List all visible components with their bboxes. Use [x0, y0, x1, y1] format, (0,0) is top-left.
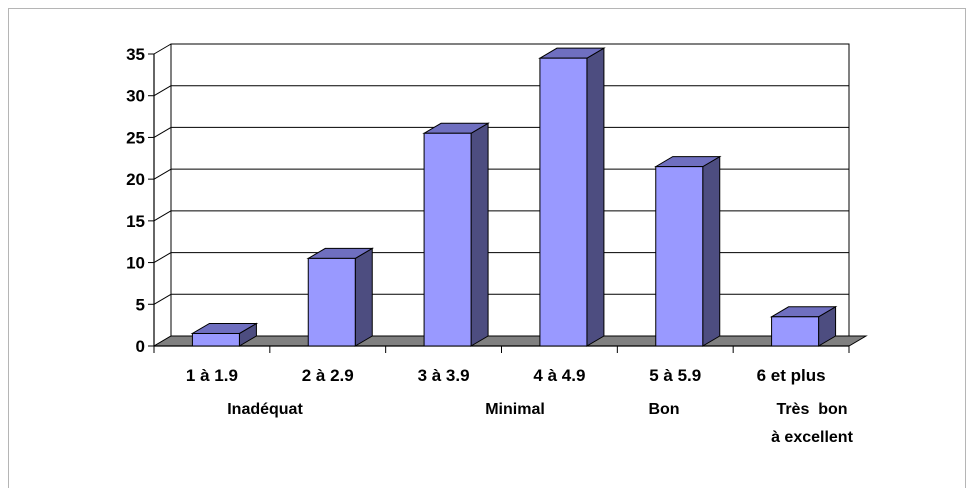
bar-side: [702, 155, 721, 347]
y-axis: 0 5 10 15 20 25 30 35: [126, 45, 155, 356]
gridlines: [153, 43, 849, 305]
category-labels: 1 à 1.9 2 à 2.9 3 à 3.9 4 à 4.9 5 à 5.9 6 et …: [186, 366, 826, 385]
group-label: à excellent: [771, 429, 854, 446]
gridline-diagonal: [153, 126, 172, 138]
bar-side: [470, 122, 489, 347]
y-tick-label: 5: [136, 295, 145, 314]
plot-walls: [153, 43, 850, 347]
group-label: Bon: [648, 401, 679, 418]
bar-side: [586, 47, 605, 347]
x-axis: [153, 345, 850, 353]
bar-front: [655, 166, 704, 347]
group-label: Très bon: [776, 401, 847, 418]
x-tick-label: 2 à 2.9: [302, 366, 354, 385]
bar-side: [354, 247, 373, 347]
y-tick-label: 15: [126, 212, 145, 231]
bar: [306, 247, 375, 347]
bar: [769, 305, 838, 347]
floor-plane: [152, 335, 868, 347]
x-tick-label: 4 à 4.9: [533, 366, 585, 385]
x-tick-label: 1 à 1.9: [186, 366, 238, 385]
bar: [422, 122, 490, 347]
group-labels: Inadéquat Minimal Bon Très bon à excellent: [227, 401, 853, 446]
back-wall: [153, 43, 850, 347]
bar: [653, 155, 722, 347]
y-tick-label: 35: [126, 45, 145, 64]
bar: [538, 47, 606, 347]
bar-front: [423, 132, 472, 347]
gridline-diagonal: [153, 85, 172, 97]
bar-front: [539, 57, 588, 347]
gridline-diagonal: [153, 43, 172, 55]
gridline-diagonal: [153, 293, 172, 305]
x-tick-label: 6 et plus: [757, 366, 826, 385]
bar-front: [771, 316, 820, 347]
y-tick-label: 10: [126, 254, 145, 273]
bar-front: [307, 257, 356, 347]
gridline-diagonal: [153, 252, 172, 264]
x-tick-label: 5 à 5.9: [649, 366, 701, 385]
y-tick-label: 30: [126, 87, 145, 106]
bar-front: [191, 332, 240, 347]
gridline-diagonal: [153, 210, 172, 222]
gridline-diagonal: [153, 168, 172, 180]
group-label: Inadéquat: [227, 401, 303, 418]
x-tick-label: 3 à 3.9: [418, 366, 470, 385]
bar: [190, 322, 259, 347]
y-tick-label: 20: [126, 170, 145, 189]
chart-floor: [152, 335, 868, 347]
bars: [190, 47, 838, 347]
y-tick-label: 25: [126, 128, 145, 147]
y-tick-label: 0: [136, 337, 145, 356]
group-label: Minimal: [485, 401, 545, 418]
